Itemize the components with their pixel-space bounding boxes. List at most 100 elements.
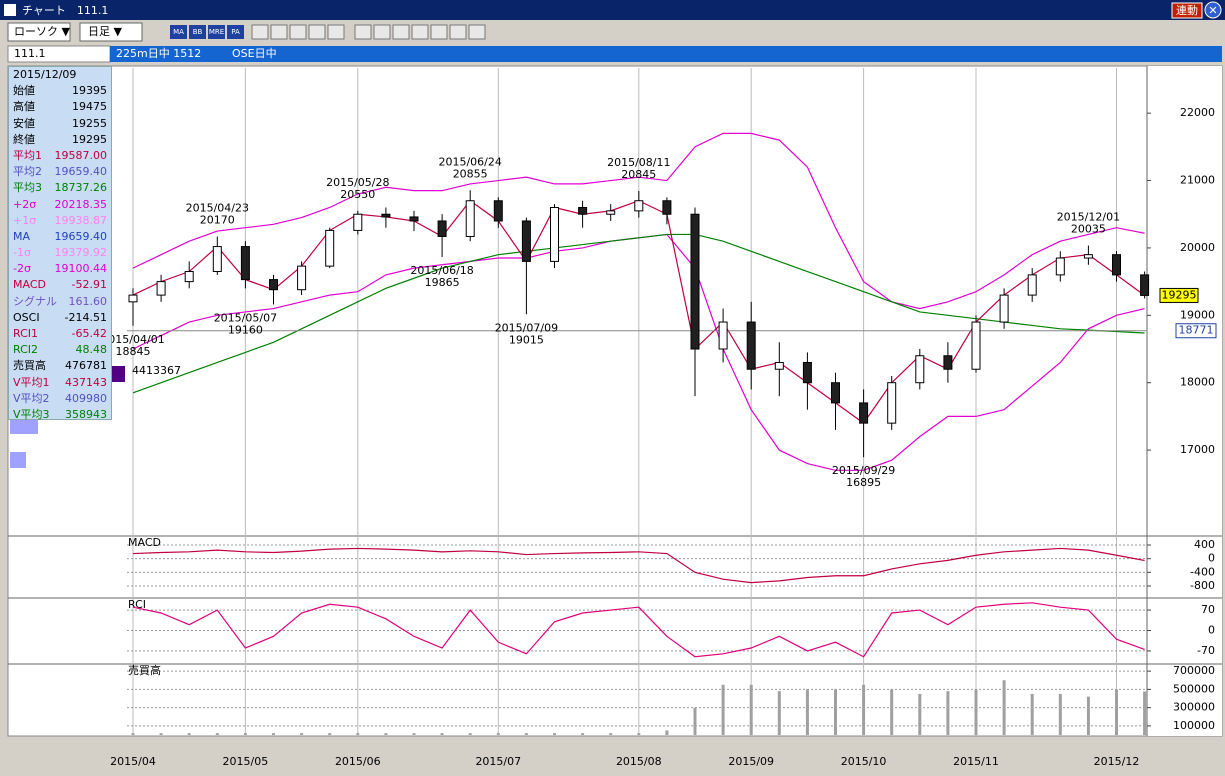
info-row: -2σ 19100.44 [9, 261, 111, 277]
y-tick-label: 0 [1208, 552, 1215, 565]
info-label: V平均2 [13, 391, 50, 405]
volume-bar [609, 733, 613, 735]
info-row: 平均3 18737.26 [9, 180, 111, 196]
volume-profile-label: 4413367 [132, 364, 181, 377]
close-button[interactable] [1204, 1, 1222, 19]
info-label: MA [13, 229, 31, 243]
y-tick-label: -400 [1190, 565, 1215, 578]
toolbar-icon-label[interactable]: PA [231, 28, 240, 36]
y-tick-label: 0 [1208, 624, 1215, 637]
toolbar-icon[interactable] [308, 24, 326, 40]
candle-body [269, 279, 278, 291]
toolbar-icon[interactable] [468, 24, 486, 40]
toolbar-icon[interactable] [170, 25, 187, 39]
x-tick-label: 2015/06 [335, 755, 381, 768]
candle-body [915, 355, 925, 384]
volume-bar [468, 733, 472, 735]
info-row: MA 19659.40 [9, 229, 111, 245]
annotation-value: 20550 [340, 188, 375, 201]
toolbar-icon[interactable] [449, 24, 467, 40]
candle-body [409, 216, 419, 222]
info-value: 48.48 [75, 343, 108, 357]
toolbar-icon[interactable] [189, 25, 206, 39]
annotation-value: 19160 [228, 324, 263, 337]
volume-bar [862, 684, 866, 735]
y-tick-label: 18000 [1180, 376, 1215, 389]
info-value: 476781 [65, 359, 107, 373]
toolbar-icon[interactable] [327, 24, 345, 40]
volume-bar [1086, 696, 1090, 735]
info-value: -52.91 [71, 278, 107, 292]
period-select-label[interactable]: 日足 ▼ [88, 25, 122, 38]
volume-bar [553, 733, 556, 735]
candle-body [943, 355, 953, 370]
toolbar-icon[interactable] [430, 24, 448, 40]
info-label: V平均3 [13, 407, 50, 421]
volume-bar [187, 733, 191, 735]
candle-body [1055, 257, 1065, 276]
candle-body [690, 213, 700, 350]
toolbar-icon[interactable] [251, 24, 269, 40]
toolbar-icon[interactable] [411, 24, 429, 40]
toolbar-icon[interactable] [208, 25, 225, 39]
indicator-line [132, 132, 1145, 310]
volume-bar [834, 689, 837, 735]
link-button[interactable] [1171, 2, 1203, 19]
volume-bar [890, 689, 894, 735]
symbol: 111.1 [14, 47, 46, 60]
toolbar-icon[interactable] [354, 24, 372, 40]
y-tick-label: 22000 [1180, 106, 1215, 119]
annotation-date: 2015/09/29 [832, 464, 895, 477]
x-tick-label: 2015/07 [475, 755, 521, 768]
volume-bar [1115, 689, 1118, 735]
candle-body [859, 402, 869, 424]
volume-bar [777, 691, 781, 735]
candle-body [774, 361, 784, 370]
volume-bar [974, 689, 978, 735]
y-tick-label: 19000 [1180, 308, 1215, 321]
annotation-value: 19015 [509, 333, 544, 346]
candle-body [1083, 254, 1093, 259]
candle-body [325, 229, 335, 267]
info-row: +1σ 19938.87 [9, 213, 111, 229]
info-label: MACD [13, 278, 46, 292]
toolbar-icon[interactable] [373, 24, 391, 40]
toolbar-icon-label[interactable]: MA [173, 28, 184, 36]
info-row: V平均3 358943 [9, 407, 111, 423]
info-value: 19295 [72, 132, 107, 146]
candle-body [802, 361, 812, 384]
volume-bar [440, 733, 444, 735]
volume-bar [384, 733, 388, 735]
y-tick-label: 70 [1201, 603, 1215, 616]
period-select[interactable] [79, 22, 143, 42]
volume-bar [356, 733, 360, 735]
annotation-date: 2015/06/24 [438, 155, 501, 168]
info-label: 高値 [13, 100, 35, 114]
toolbar-icon[interactable] [227, 25, 244, 39]
info-label: -1σ [13, 246, 31, 260]
y-tick-label: 500000 [1173, 682, 1215, 695]
panel-title: 売買高 [128, 663, 161, 677]
candle-body [550, 206, 559, 262]
volume-bar [524, 733, 528, 735]
toolbar-icon-label[interactable]: BB [193, 28, 203, 36]
style-select-label[interactable]: ローソク ▼ [14, 25, 70, 38]
link-button-label[interactable]: 連動 [1176, 3, 1198, 17]
candle-body [240, 246, 250, 281]
close-button-label[interactable]: ✕ [1208, 4, 1217, 17]
toolbar-icon[interactable] [392, 24, 410, 40]
candle-body [662, 200, 672, 215]
info-row: 高値 19475 [9, 99, 111, 115]
info-label: RCI2 [13, 343, 39, 357]
info-row: 平均2 19659.40 [9, 164, 111, 180]
toolbar-icon[interactable] [270, 24, 288, 40]
toolbar-icon-label[interactable]: MRE [209, 28, 224, 36]
volume-bar [215, 733, 219, 735]
volume-profile-bar [10, 418, 38, 434]
toolbar-icon[interactable] [289, 24, 307, 40]
style-select[interactable] [7, 22, 71, 42]
info-row: V平均2 409980 [9, 391, 111, 407]
info-row: 平均1 19587.00 [9, 148, 111, 164]
annotation-value: 19865 [425, 276, 460, 289]
candle-body [718, 321, 728, 350]
